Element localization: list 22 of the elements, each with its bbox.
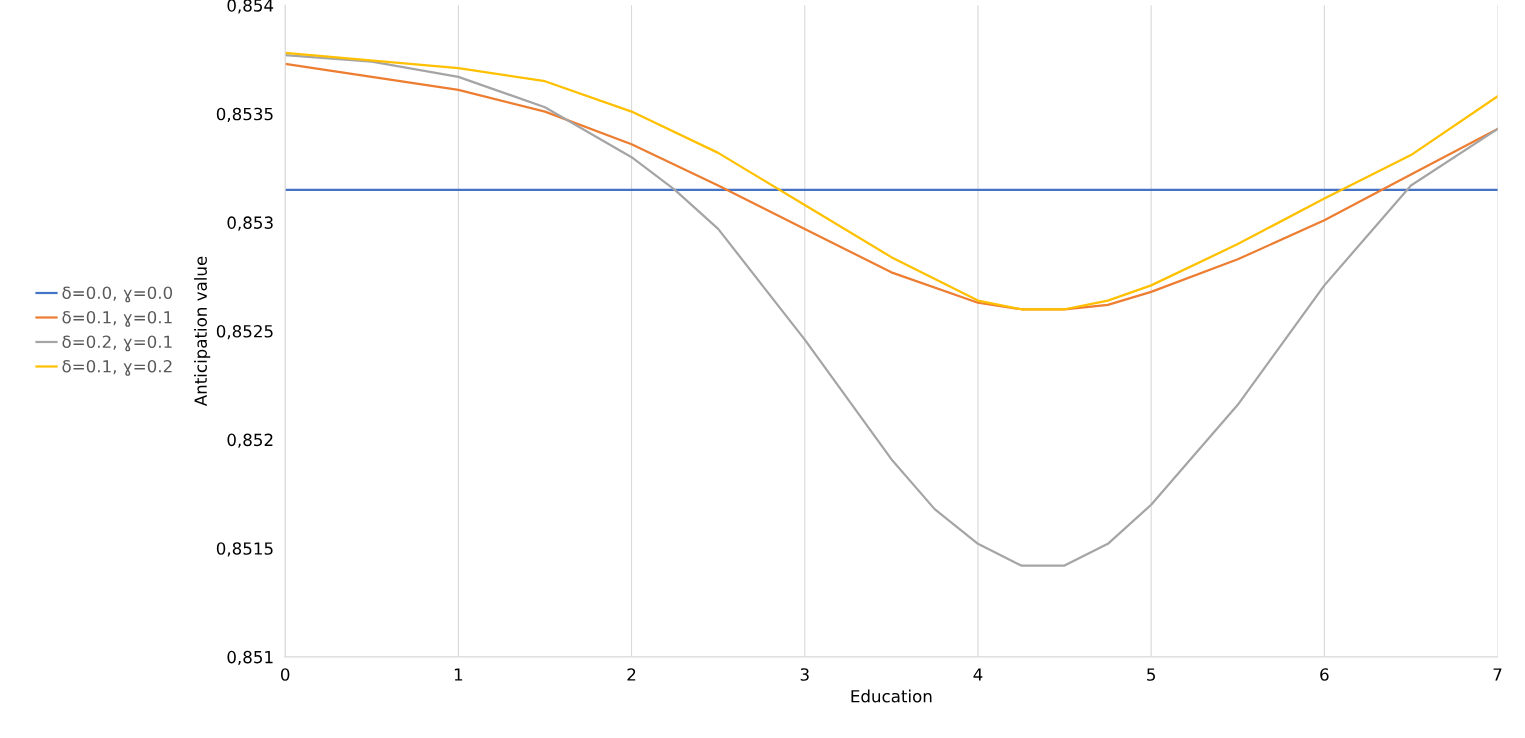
y-tick-label: 0,851 bbox=[227, 650, 273, 666]
y-tick-label: 0,854 bbox=[227, 0, 274, 14]
legend-label: δ=0.2, ɣ=0.1 bbox=[62, 335, 172, 352]
legend-label: δ=0.0, ɣ=0.0 bbox=[62, 286, 173, 303]
y-tick-label: 0,852 bbox=[227, 433, 273, 448]
legend-label: δ=0.1, ɣ=0.2 bbox=[62, 359, 172, 376]
y-tick-label: 0,8525 bbox=[216, 324, 273, 340]
x-tick-label: 0 bbox=[280, 668, 290, 681]
x-axis-title: Education bbox=[851, 689, 932, 703]
x-tick-label: 3 bbox=[800, 668, 809, 681]
legend-label: δ=0.1, ɣ=0.1 bbox=[62, 310, 172, 327]
x-tick-label: 7 bbox=[1493, 668, 1502, 681]
y-tick-label: 0,853 bbox=[227, 216, 273, 231]
y-tick-label: 0,8515 bbox=[216, 542, 273, 557]
x-tick-label: 2 bbox=[627, 668, 636, 681]
y-tick-label: 0,8535 bbox=[216, 107, 273, 123]
x-tick-label: 4 bbox=[973, 668, 983, 681]
x-tick-label: 6 bbox=[1320, 668, 1329, 681]
y-axis-title: Anticipation value bbox=[194, 256, 211, 407]
x-tick-label: 1 bbox=[454, 668, 463, 681]
line-series bbox=[285, 54, 1498, 567]
x-tick-label: 5 bbox=[1147, 668, 1155, 681]
